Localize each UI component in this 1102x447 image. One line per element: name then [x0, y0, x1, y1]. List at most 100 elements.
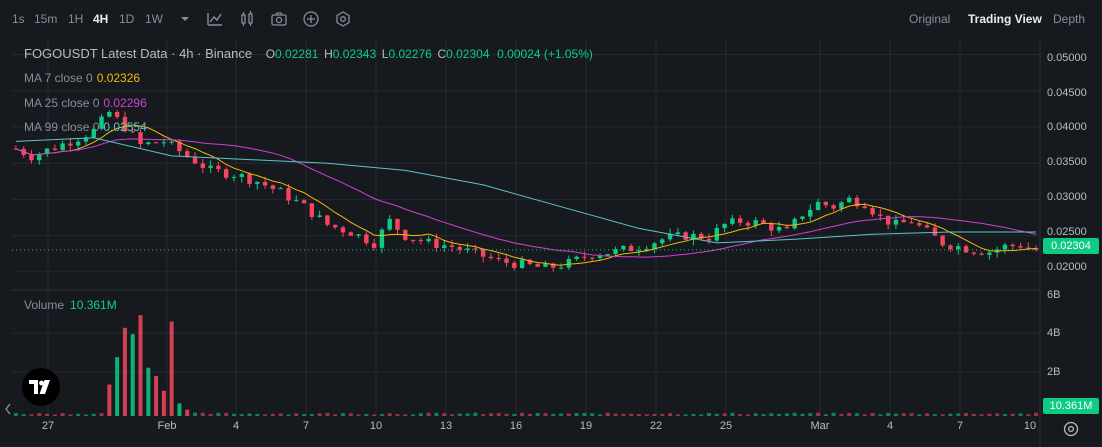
candle-body: [387, 218, 392, 230]
ma25-label: MA 25 close 0: [24, 96, 100, 110]
scroll-left-icon[interactable]: [4, 402, 12, 416]
candle-body: [262, 181, 268, 186]
volume-bar: [442, 413, 447, 416]
volume-bar: [971, 413, 976, 416]
candle-body: [792, 219, 797, 229]
volume-label: Volume: [24, 298, 65, 312]
candle-body: [566, 259, 572, 268]
candle-body: [340, 227, 346, 233]
volume-bar: [286, 414, 291, 416]
timeframe-1s[interactable]: 1s: [12, 12, 25, 26]
candle-body: [839, 202, 844, 209]
ma25-legend: MA 25 close 0 0.02296: [24, 96, 147, 110]
volume-bar: [99, 413, 104, 416]
view-depth[interactable]: Depth: [1053, 12, 1086, 26]
candle-body: [730, 218, 735, 224]
add-indicator-icon[interactable]: [302, 10, 320, 28]
candle-body: [122, 116, 128, 132]
candle-body: [870, 208, 875, 215]
high-value: 0.02343: [332, 47, 377, 61]
ma99-line: [15, 137, 1037, 244]
chevron-down-icon[interactable]: [176, 10, 194, 28]
volume-bar: [411, 414, 416, 416]
candle-body: [1033, 248, 1039, 251]
candle-body: [1018, 246, 1023, 248]
candle-body: [325, 215, 330, 225]
volume-bar: [107, 384, 112, 416]
candle-body: [208, 165, 213, 168]
tradingview-logo[interactable]: [22, 368, 60, 406]
volume-bar: [465, 413, 470, 416]
volume-bar: [652, 414, 657, 416]
candle-body: [317, 215, 322, 217]
candle-body: [699, 233, 704, 239]
volume-bar: [784, 413, 789, 416]
volume-bar: [91, 413, 96, 416]
candle-body: [878, 214, 883, 216]
price-tick: 0.02500: [1047, 226, 1087, 238]
camera-icon[interactable]: [270, 10, 288, 28]
low-label: L: [381, 47, 389, 61]
candle-body: [75, 141, 81, 146]
volume-bar: [372, 414, 377, 416]
volume-bar: [1018, 413, 1023, 416]
candle-body: [504, 258, 509, 263]
volume-bar: [21, 414, 26, 416]
candle-body: [582, 256, 587, 258]
candle-body: [442, 245, 447, 248]
x-tick: 10: [369, 420, 383, 432]
volume-value: 10.361M: [70, 298, 117, 312]
chart-settings-icon[interactable]: [1062, 420, 1080, 438]
timeframe-1d[interactable]: 1D: [119, 12, 135, 26]
volume-bar: [231, 413, 236, 416]
volume-bar: [753, 413, 758, 416]
volume-bar: [995, 413, 1000, 416]
volume-bar: [831, 412, 836, 416]
volume-bar: [527, 413, 532, 416]
x-tick: 7: [956, 420, 964, 432]
candle-body: [714, 227, 720, 241]
timeframe-1w[interactable]: 1W: [145, 12, 163, 26]
candle-settings-icon[interactable]: [238, 10, 256, 28]
volume-bar: [862, 414, 867, 416]
volume-bar: [208, 413, 213, 416]
volume-bar: [987, 413, 992, 416]
chart-canvas[interactable]: [0, 38, 1102, 447]
volume-bar: [722, 413, 727, 416]
volume-bar: [590, 413, 595, 416]
candle-body: [83, 137, 89, 142]
volume-bar: [193, 412, 198, 416]
view-trading-view[interactable]: Trading View: [968, 12, 1042, 26]
candle-body: [948, 245, 953, 250]
timeframe-15m[interactable]: 15m: [34, 12, 58, 26]
candle-body: [862, 206, 867, 209]
candle-body: [255, 181, 260, 184]
candle-body: [200, 163, 206, 168]
volume-bar: [559, 413, 564, 416]
candle-body: [480, 248, 486, 257]
candle-body: [37, 153, 42, 161]
volume-bar: [932, 414, 937, 416]
volume-bar: [1026, 414, 1031, 416]
candle-body: [512, 262, 517, 268]
settings-hex-icon[interactable]: [334, 10, 352, 28]
candle-body: [885, 215, 891, 225]
tradingview-logo-icon: [29, 380, 50, 394]
price-tick: 0.02000: [1047, 261, 1087, 273]
volume-bar: [76, 413, 81, 416]
volume-tick: 4B: [1047, 327, 1061, 339]
candle-body: [239, 174, 244, 177]
timeframe-4h[interactable]: 4H: [93, 12, 109, 26]
candle-body: [753, 220, 758, 226]
candle-body: [621, 245, 626, 250]
view-original[interactable]: Original: [909, 12, 951, 26]
volume-bar: [200, 412, 205, 416]
volume-bar: [699, 414, 704, 416]
line-chart-icon[interactable]: [206, 10, 224, 28]
volume-bar: [582, 412, 587, 416]
volume-bar: [146, 367, 151, 416]
timeframe-1h[interactable]: 1H: [68, 12, 84, 26]
candle-body: [99, 116, 104, 129]
volume-bar: [496, 413, 501, 416]
ma25-line: [15, 138, 1037, 258]
